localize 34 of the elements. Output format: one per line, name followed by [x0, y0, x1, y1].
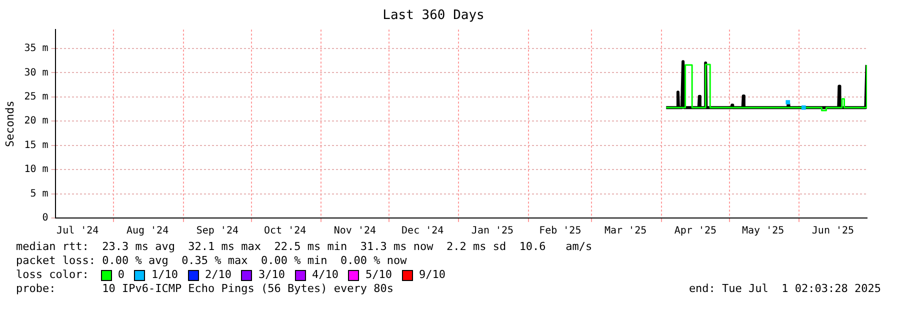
y-tick-label: 15 m: [24, 140, 48, 151]
x-tick-label: Feb '25: [539, 226, 582, 237]
text: packet loss: 0.00 % avg 0.35 % max 0.00 % min 0.00 % now: [16, 254, 408, 268]
x-tick-label: May '25: [742, 226, 784, 237]
legend-label: 0: [118, 268, 124, 282]
chart-title: Last 360 Days: [382, 8, 484, 24]
y-tick-label: 30 m: [24, 67, 48, 78]
x-tick-label: Sep '24: [196, 226, 239, 237]
x-tick-label: Apr '25: [674, 226, 717, 237]
x-tick-label: Dec '24: [402, 226, 444, 237]
x-tick-label: Aug '24: [126, 226, 169, 237]
legend-title: loss color:: [16, 268, 89, 282]
y-tick-label: 10 m: [24, 164, 48, 176]
text: median rtt: 23.3 ms avg 32.1 ms max 22.5 ms min 31.3 ms now 2.2 ms sd 10.6 am/s: [16, 240, 594, 254]
legend-label: 5/10: [365, 268, 392, 282]
x-tick-label: Nov '24: [334, 226, 376, 237]
text: probe: 10 IPv6-ICMP Echo Pings (56 Bytes) every 80s: [16, 282, 394, 296]
y-tick-label: 0: [42, 212, 48, 224]
legend-label: 3/10: [258, 268, 285, 282]
x-tick-label: Jan '25: [471, 226, 514, 237]
x-tick-label: Jun '25: [812, 226, 854, 237]
x-tick-label: Jul '24: [56, 226, 99, 237]
y-tick-label: 5 m: [30, 188, 48, 200]
legend-label: 9/10: [418, 268, 446, 282]
y-axis-title: Seconds: [3, 100, 16, 147]
legend-label: 1/10: [151, 268, 178, 282]
y-tick-label: 35 m: [24, 43, 48, 54]
y-tick-label: 25 m: [24, 92, 48, 103]
x-tick-label: Mar '25: [604, 226, 647, 237]
legend-label: 2/10: [204, 268, 232, 282]
x-tick-label: Oct '24: [264, 226, 306, 237]
y-tick-label: 20 m: [24, 116, 48, 127]
legend-label: 4/10: [312, 268, 338, 282]
text: end: Tue Jul 1 02:03:28 2025: [688, 282, 881, 296]
